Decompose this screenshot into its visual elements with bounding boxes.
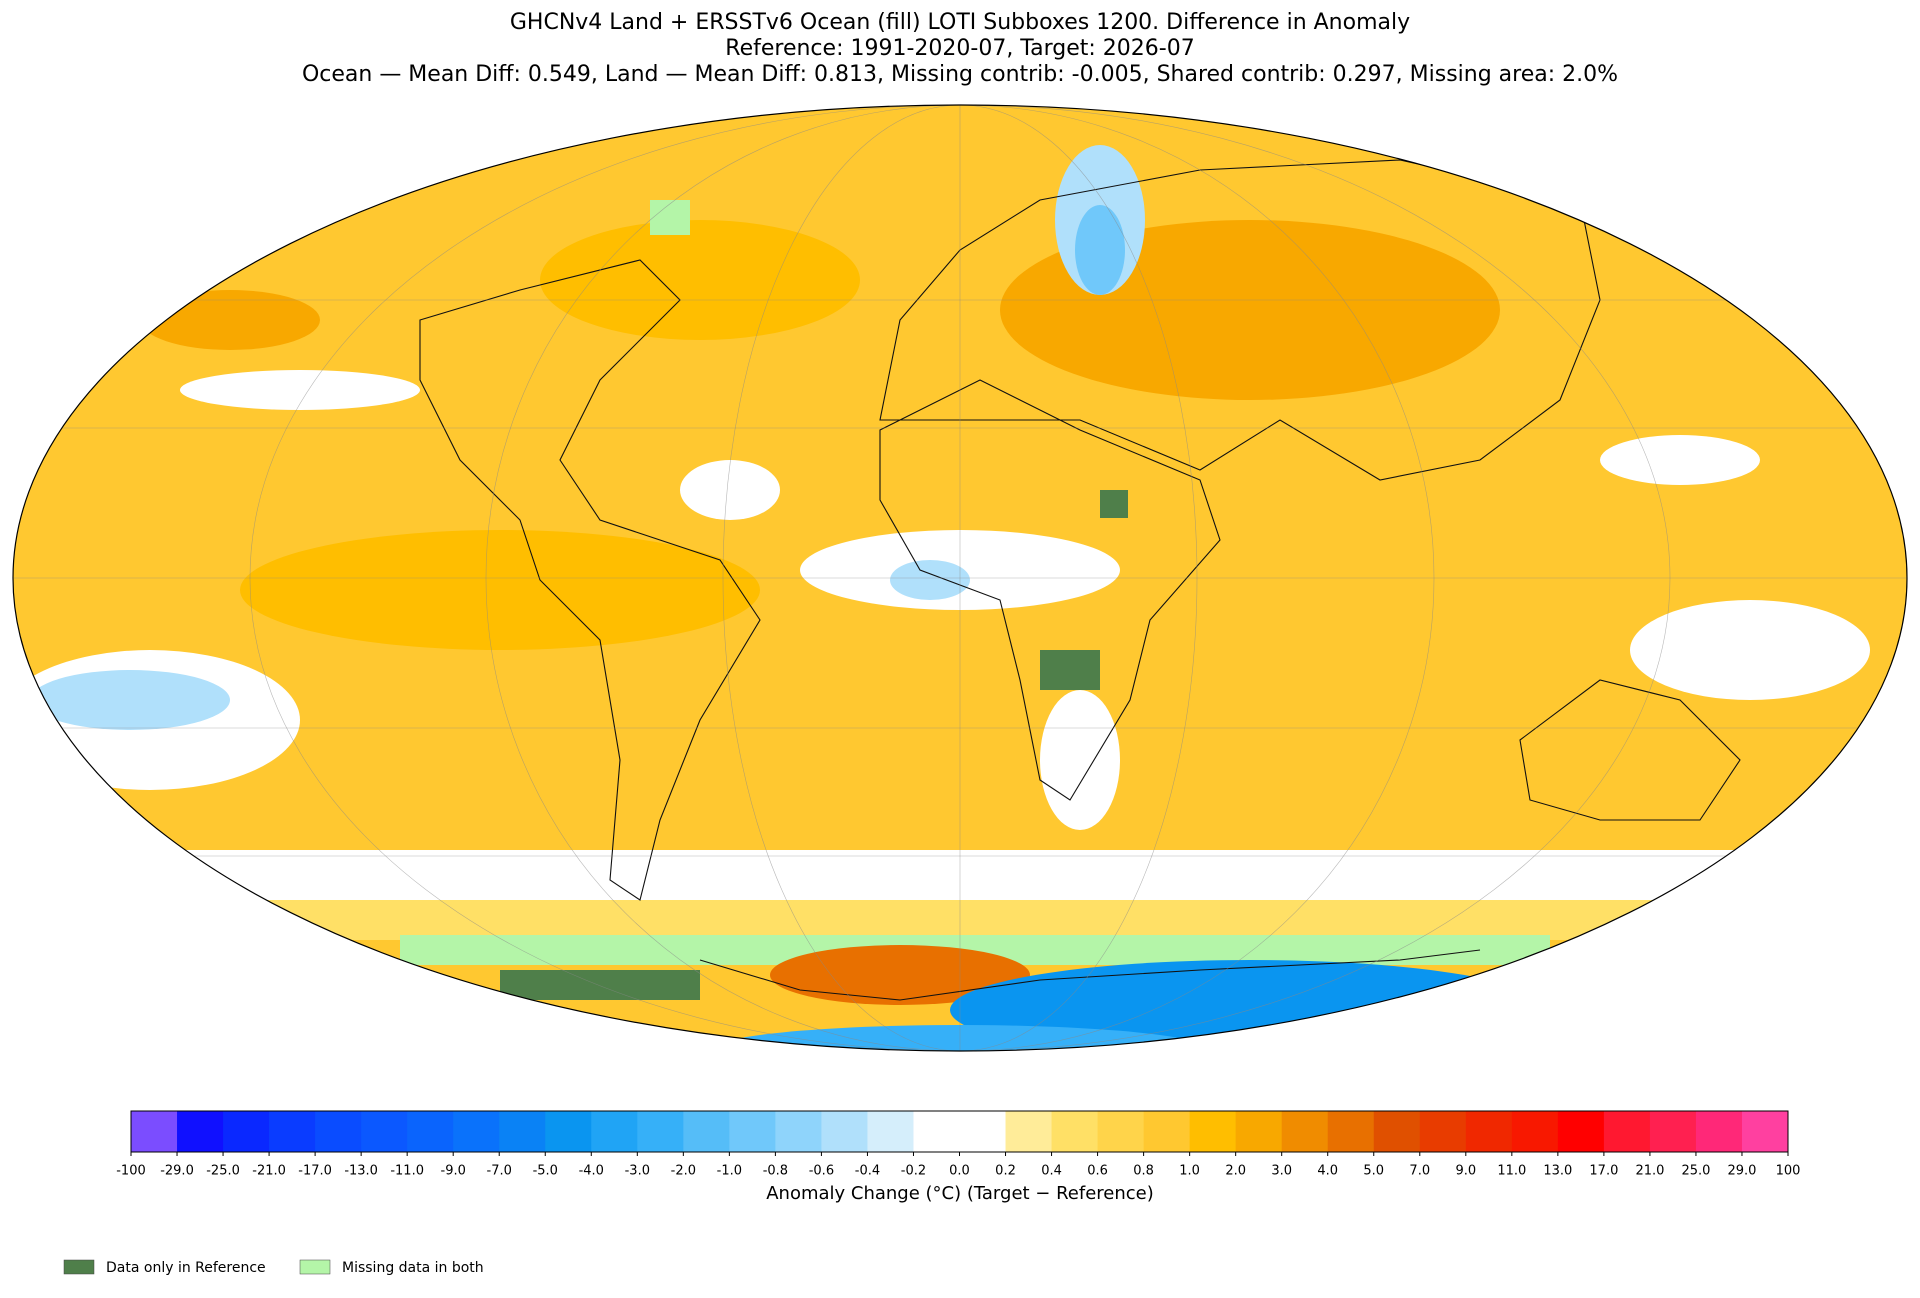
colorbar-tick-label: 0.8 (1133, 1164, 1154, 1179)
colorbar-swatch (821, 1111, 868, 1152)
colorbar-swatch (1005, 1111, 1053, 1152)
legend-label: Missing data in both (342, 1260, 484, 1276)
colorbar-swatch (1511, 1111, 1559, 1152)
colorbar-swatch (1419, 1111, 1467, 1152)
colorbar-swatch (729, 1111, 776, 1152)
colorbar-swatch (407, 1111, 454, 1152)
legend-swatch (63, 1259, 95, 1275)
colorbar-tick-label: 3.0 (1271, 1164, 1292, 1179)
colorbar-swatch (1649, 1111, 1697, 1152)
colorbar-tick-label: 4.0 (1317, 1164, 1338, 1179)
colorbar-tick-label: 11.0 (1497, 1164, 1526, 1179)
colorbar-tick-label: -25.0 (206, 1164, 240, 1179)
legend: Data only in Reference Missing data in bo… (63, 1259, 484, 1276)
colorbar-tick-label: 5.0 (1363, 1164, 1384, 1179)
colorbar-tick-label: -1.0 (717, 1164, 742, 1179)
colorbar-tick-label: 100 (1776, 1164, 1801, 1179)
colorbar-swatch (959, 1111, 1007, 1152)
colorbar-swatch (1373, 1111, 1421, 1152)
colorbar-label: Anomaly Change (°C) (Target − Reference) (766, 1183, 1154, 1204)
colorbar-tick-label: 29.0 (1727, 1164, 1756, 1179)
colorbar-swatch (1189, 1111, 1237, 1152)
colorbar-swatch (1051, 1111, 1099, 1152)
map-border (12, 104, 1908, 1052)
colorbar-swatch (361, 1111, 408, 1152)
colorbar-swatch (591, 1111, 638, 1152)
colorbar-tick-label: -9.0 (441, 1164, 466, 1179)
colorbar-swatch (867, 1111, 914, 1152)
colorbar-swatch (1327, 1111, 1375, 1152)
colorbar-swatch (775, 1111, 822, 1152)
colorbar-tick-label: 0.4 (1041, 1164, 1062, 1179)
colorbar-swatch (453, 1111, 500, 1152)
colorbar-swatch (269, 1111, 316, 1152)
map (13, 105, 1907, 1051)
colorbar-swatch (131, 1111, 178, 1152)
colorbar-tick-label: -0.2 (901, 1164, 926, 1179)
colorbar-tick-label: 13.0 (1543, 1164, 1572, 1179)
colorbar-swatch (315, 1111, 362, 1152)
colorbar-swatch (1281, 1111, 1329, 1152)
colorbar: -100 -29.0 -25.0 -21.0 -17.0 -13.0 -11.0 -9.0 -7… (116, 1110, 1801, 1179)
colorbar-swatch (1603, 1111, 1651, 1152)
colorbar-tick-label: 2.0 (1225, 1164, 1246, 1179)
colorbar-swatch (545, 1111, 592, 1152)
colorbar-tick-label: 0.2 (995, 1164, 1016, 1179)
colorbar-tick-label: -0.8 (763, 1164, 788, 1179)
colorbar-swatch (1235, 1111, 1283, 1152)
colorbar-swatch (1097, 1111, 1145, 1152)
title-line: Reference: 1991-2020-07, Target: 2026-07 (725, 36, 1194, 61)
colorbar-tick-label: -3.0 (625, 1164, 650, 1179)
colorbar-tick-label: -17.0 (298, 1164, 332, 1179)
colorbar-tick-label: 25.0 (1681, 1164, 1710, 1179)
colorbar-tick-label: -2.0 (671, 1164, 696, 1179)
colorbar-tick-label: 7.0 (1409, 1164, 1430, 1179)
colorbar-swatch (1557, 1111, 1605, 1152)
colorbar-tick-label: 0.6 (1087, 1164, 1108, 1179)
colorbar-tick-label: 21.0 (1635, 1164, 1664, 1179)
colorbar-swatch (913, 1111, 960, 1152)
colorbar-swatch (177, 1111, 224, 1152)
colorbar-swatch (1465, 1111, 1513, 1152)
colorbar-swatch (1143, 1111, 1191, 1152)
colorbar-tick-label: -5.0 (533, 1164, 558, 1179)
colorbar-tick-label: -4.0 (579, 1164, 604, 1179)
colorbar-tick-label: -11.0 (390, 1164, 424, 1179)
colorbar-tick-label: 9.0 (1455, 1164, 1476, 1179)
legend-swatch (299, 1259, 331, 1275)
colorbar-swatch (683, 1111, 730, 1152)
legend-label: Data only in Reference (106, 1260, 266, 1276)
colorbar-swatch (1695, 1111, 1743, 1152)
colorbar-swatch (1741, 1111, 1789, 1152)
colorbar-tick-label: 0.0 (949, 1164, 970, 1179)
colorbar-tick-label: -21.0 (252, 1164, 286, 1179)
colorbar-tick-label: 17.0 (1589, 1164, 1618, 1179)
colorbar-tick-label: 1.0 (1179, 1164, 1200, 1179)
title-line: GHCNv4 Land + ERSSTv6 Ocean (fill) LOTI … (510, 10, 1410, 35)
title-line: Ocean — Mean Diff: 0.549, Land — Mean Di… (302, 62, 1618, 87)
colorbar-tick-label: -0.4 (855, 1164, 880, 1179)
colorbar-tick-label: -0.6 (809, 1164, 834, 1179)
colorbar-tick-label: -100 (116, 1164, 146, 1179)
colorbar-swatch (637, 1111, 684, 1152)
colorbar-swatch (499, 1111, 546, 1152)
colorbar-tick-label: -29.0 (160, 1164, 194, 1179)
colorbar-tick-label: -13.0 (344, 1164, 378, 1179)
colorbar-swatch (223, 1111, 270, 1152)
colorbar-tick-label: -7.0 (487, 1164, 512, 1179)
